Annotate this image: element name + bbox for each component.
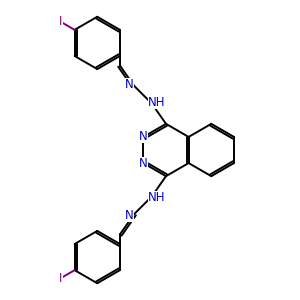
Text: N: N (125, 78, 134, 91)
Text: I: I (59, 272, 63, 284)
Text: I: I (59, 16, 63, 28)
Text: NH: NH (148, 95, 166, 109)
Text: NH: NH (148, 191, 166, 205)
Text: N: N (139, 157, 148, 169)
Text: N: N (125, 209, 134, 222)
Text: N: N (139, 130, 148, 143)
